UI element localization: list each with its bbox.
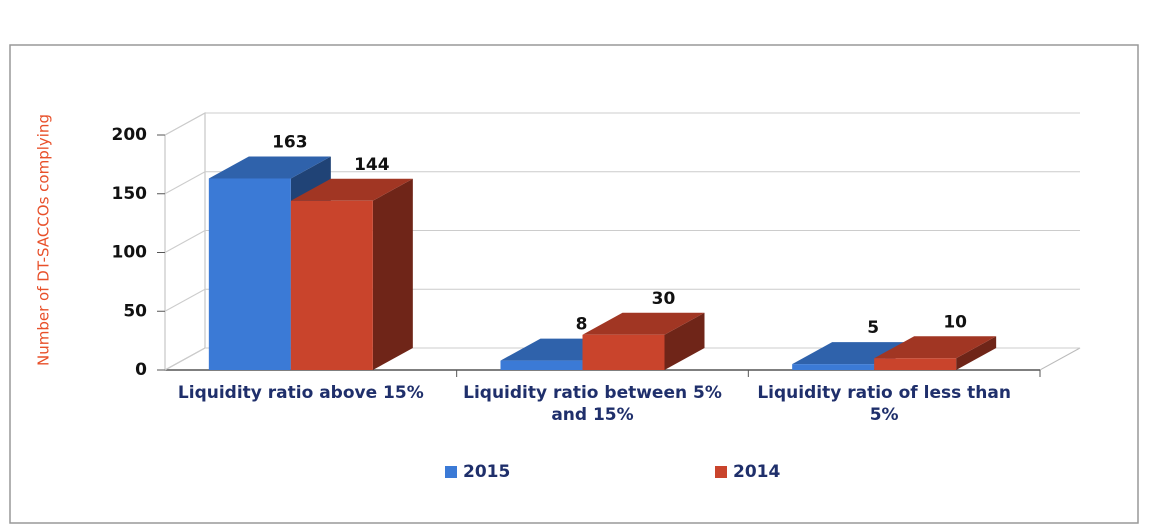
grid-line (164, 112, 206, 136)
bar-top (582, 312, 705, 335)
y-tick-label: 50 (123, 301, 147, 321)
bar-side (956, 336, 997, 370)
bar (874, 336, 997, 370)
bar-front (208, 178, 291, 370)
bar-front (290, 200, 373, 370)
value-label: 8 (576, 315, 588, 335)
value-label: 163 (272, 132, 308, 152)
x-tick-label: Liquidity ratio of less than 5% (757, 383, 1011, 425)
y-tick-label: 100 (112, 243, 148, 263)
bar-side (372, 178, 413, 370)
bar-front (500, 360, 583, 370)
bar-side (664, 312, 705, 370)
legend-label: 2014 (733, 462, 780, 482)
bar-front (582, 334, 665, 370)
bar (290, 178, 413, 370)
bar-front (874, 358, 957, 370)
grid-line (164, 288, 206, 312)
y-axis-label: Number of DT-SACCOs complying (35, 114, 53, 366)
value-label: 144 (354, 155, 390, 175)
bar-top (874, 336, 997, 359)
bar-top (208, 156, 331, 179)
grid-line (164, 347, 206, 371)
bar-top (290, 178, 413, 201)
legend-label: 2015 (463, 462, 510, 482)
value-label: 5 (867, 318, 879, 338)
grid-line (164, 171, 206, 195)
x-tick-label: Liquidity ratio above 15% (177, 383, 424, 403)
chart-frame (9, 44, 1139, 524)
grid-line (164, 230, 206, 253)
y-tick-label: 0 (135, 360, 147, 380)
y-tick-label: 150 (112, 184, 148, 204)
x-tick-label: Liquidity ratio between 5% and 15% (463, 383, 722, 425)
y-tick-label: 200 (112, 125, 148, 145)
value-label: 30 (652, 289, 676, 309)
bar (582, 312, 705, 370)
legend-swatch (715, 466, 727, 478)
value-label: 10 (943, 312, 967, 332)
legend-swatch (445, 466, 457, 478)
bar-front (792, 364, 875, 370)
